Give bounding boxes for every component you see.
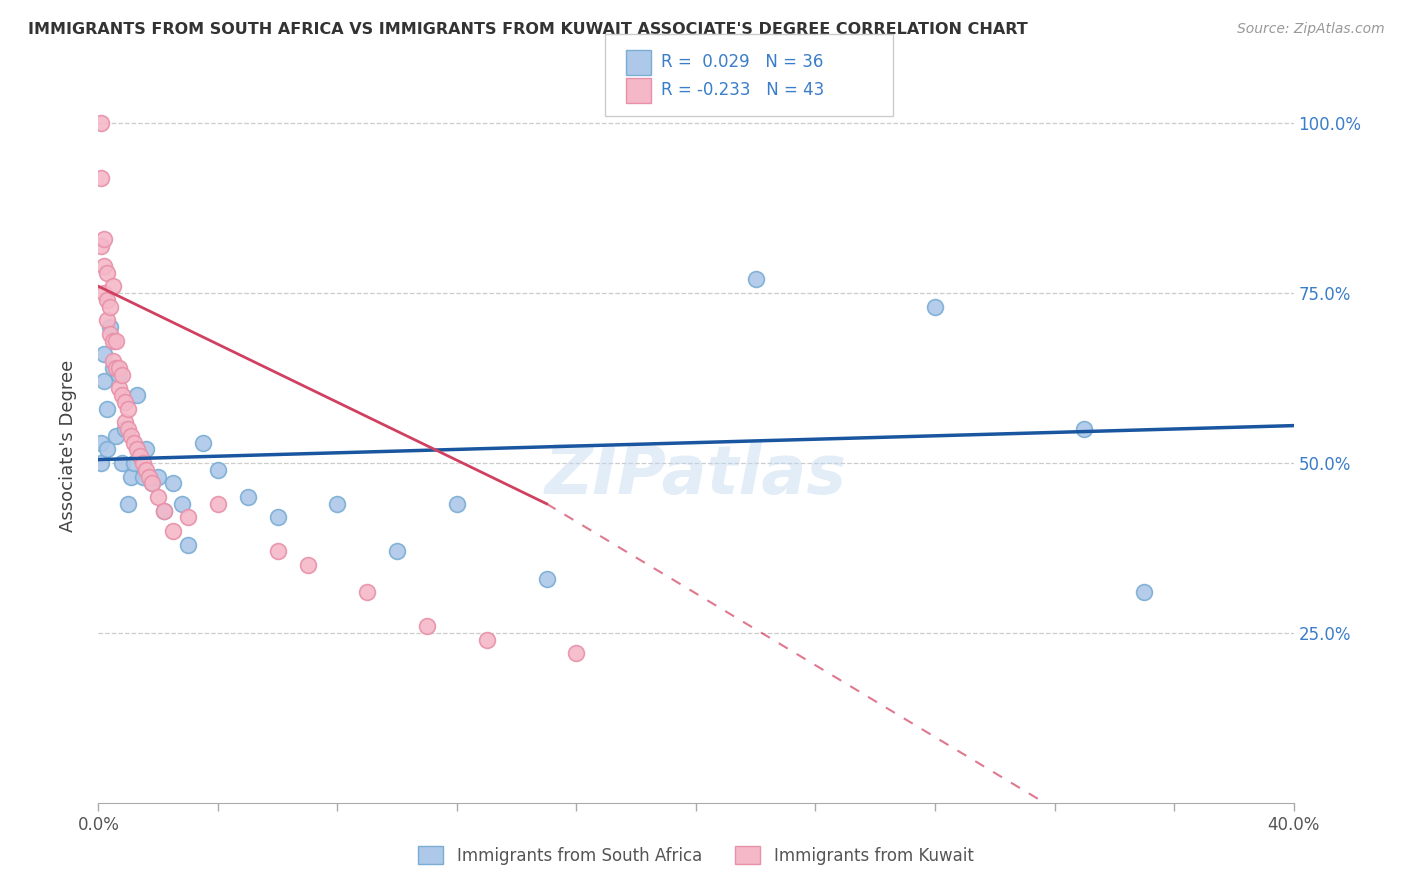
Point xyxy=(207,497,229,511)
Point xyxy=(98,326,122,341)
Point xyxy=(162,524,184,538)
Point xyxy=(207,463,229,477)
Point xyxy=(1073,422,1095,436)
Text: R = -0.233   N = 43: R = -0.233 N = 43 xyxy=(661,81,824,99)
Point xyxy=(132,469,155,483)
Point xyxy=(236,490,259,504)
Point xyxy=(105,334,128,348)
Point xyxy=(1133,585,1156,599)
Point xyxy=(111,388,134,402)
Point xyxy=(96,442,118,457)
Point xyxy=(120,429,142,443)
Point xyxy=(297,558,319,572)
Point xyxy=(108,360,131,375)
Point xyxy=(141,476,163,491)
Point xyxy=(117,497,139,511)
Point xyxy=(90,435,112,450)
Point xyxy=(135,463,157,477)
Point xyxy=(96,266,118,280)
Point xyxy=(93,286,115,301)
Point xyxy=(108,368,131,382)
Point xyxy=(191,435,214,450)
Point xyxy=(267,544,290,558)
Point xyxy=(135,442,157,457)
Point xyxy=(103,360,125,375)
Point xyxy=(924,300,946,314)
Point xyxy=(93,347,115,361)
Point xyxy=(132,456,155,470)
Point xyxy=(111,456,134,470)
Point xyxy=(96,401,118,416)
Point xyxy=(111,368,134,382)
Point xyxy=(127,442,149,457)
Point xyxy=(267,510,290,524)
Point xyxy=(117,401,139,416)
Point xyxy=(326,497,349,511)
Point xyxy=(385,544,409,558)
Point xyxy=(103,334,125,348)
Point xyxy=(108,381,131,395)
Point xyxy=(129,449,152,463)
Point xyxy=(565,646,588,660)
Point xyxy=(124,456,146,470)
Point xyxy=(153,503,176,517)
Point xyxy=(745,272,768,286)
Point xyxy=(148,469,170,483)
Point xyxy=(177,537,200,551)
Point xyxy=(96,293,118,307)
Point xyxy=(96,313,118,327)
Point xyxy=(416,619,439,633)
Point xyxy=(98,320,122,334)
Point xyxy=(93,375,115,389)
Legend: Immigrants from South Africa, Immigrants from Kuwait: Immigrants from South Africa, Immigrants… xyxy=(411,838,981,873)
Point xyxy=(141,476,163,491)
Text: R =  0.029   N = 36: R = 0.029 N = 36 xyxy=(661,54,823,71)
Point xyxy=(162,476,184,491)
Point xyxy=(446,497,468,511)
Point xyxy=(90,170,112,185)
Point xyxy=(120,469,142,483)
Point xyxy=(114,415,136,429)
Point xyxy=(93,259,115,273)
Point xyxy=(103,279,125,293)
Point xyxy=(105,360,128,375)
Point xyxy=(114,394,136,409)
Point xyxy=(93,232,115,246)
Point xyxy=(124,435,146,450)
Point xyxy=(105,429,128,443)
Point xyxy=(98,300,122,314)
Point xyxy=(148,490,170,504)
Point xyxy=(127,388,149,402)
Point xyxy=(356,585,378,599)
Point xyxy=(114,422,136,436)
Text: ZIPatlas: ZIPatlas xyxy=(546,442,846,508)
Point xyxy=(103,354,125,368)
Point xyxy=(536,572,558,586)
Point xyxy=(90,116,112,130)
Point xyxy=(153,503,176,517)
Point xyxy=(90,456,112,470)
Point xyxy=(117,422,139,436)
Y-axis label: Associate's Degree: Associate's Degree xyxy=(59,359,77,533)
Point xyxy=(172,497,194,511)
Text: Source: ZipAtlas.com: Source: ZipAtlas.com xyxy=(1237,22,1385,37)
Point xyxy=(475,632,498,647)
Text: IMMIGRANTS FROM SOUTH AFRICA VS IMMIGRANTS FROM KUWAIT ASSOCIATE'S DEGREE CORREL: IMMIGRANTS FROM SOUTH AFRICA VS IMMIGRAN… xyxy=(28,22,1028,37)
Point xyxy=(138,469,160,483)
Point xyxy=(90,238,112,252)
Point xyxy=(177,510,200,524)
